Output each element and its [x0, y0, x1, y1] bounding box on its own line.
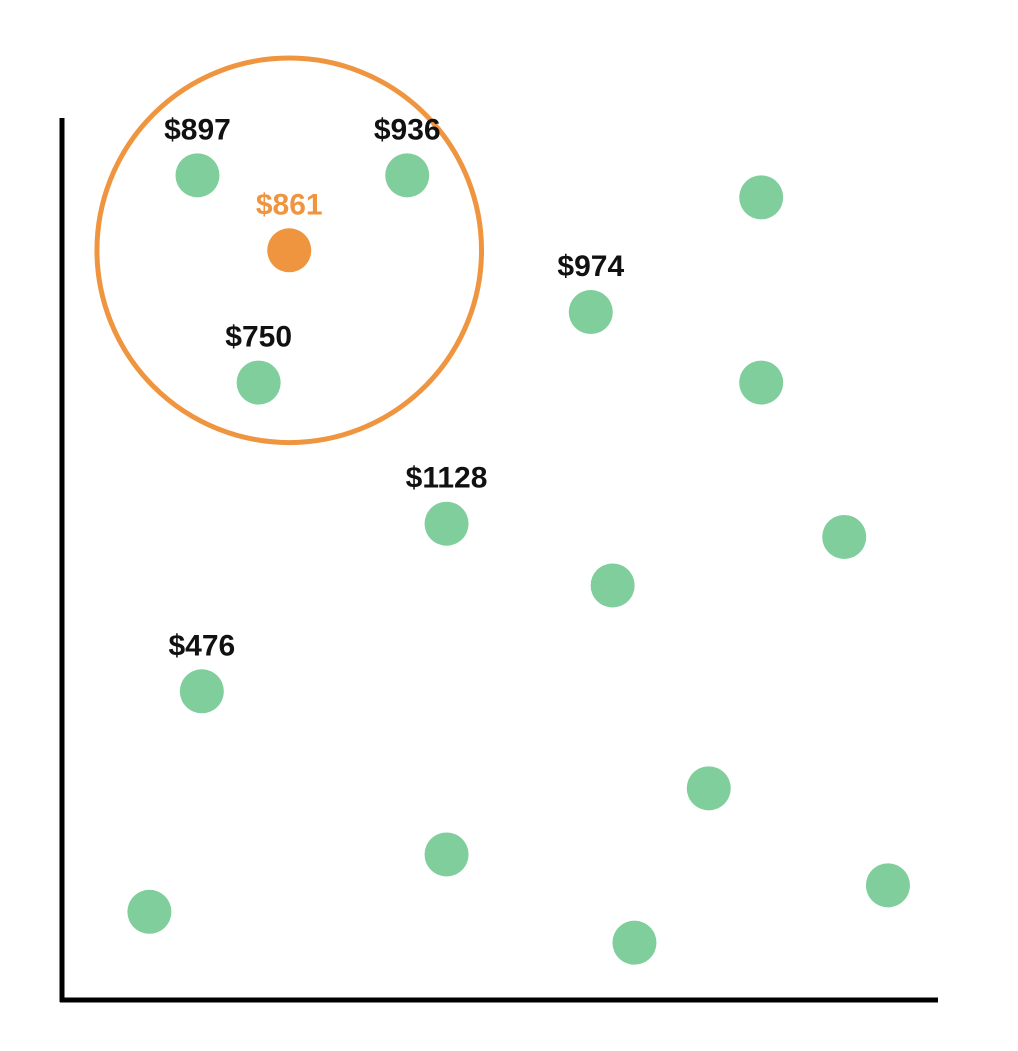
labels-layer: $897 $936 $974 $750 $1128 $476 $861 [164, 113, 624, 662]
data-point [385, 153, 430, 198]
data-point [739, 175, 784, 220]
data-point [612, 920, 657, 965]
data-label: $974 [557, 250, 624, 283]
data-point [127, 889, 172, 934]
data-label: $936 [374, 113, 441, 146]
axes [59, 118, 938, 1003]
data-point [686, 766, 731, 811]
data-label: $476 [168, 629, 235, 662]
data-label: $897 [164, 113, 231, 146]
data-point [179, 669, 224, 714]
data-point [424, 832, 469, 877]
data-label: $1128 [406, 462, 488, 495]
data-point [822, 514, 867, 559]
data-label: $750 [225, 321, 292, 354]
data-point [568, 290, 613, 335]
neighbor-circle-layer [94, 55, 485, 446]
data-point [739, 360, 784, 405]
neighbor-radius-circle [94, 55, 485, 446]
data-point [865, 863, 910, 908]
highlight-label: $861 [256, 188, 323, 221]
data-point [424, 501, 469, 546]
points-layer [127, 153, 910, 965]
data-point [175, 153, 220, 198]
highlight-point [267, 228, 312, 273]
data-point [236, 360, 281, 405]
data-point [590, 563, 635, 608]
